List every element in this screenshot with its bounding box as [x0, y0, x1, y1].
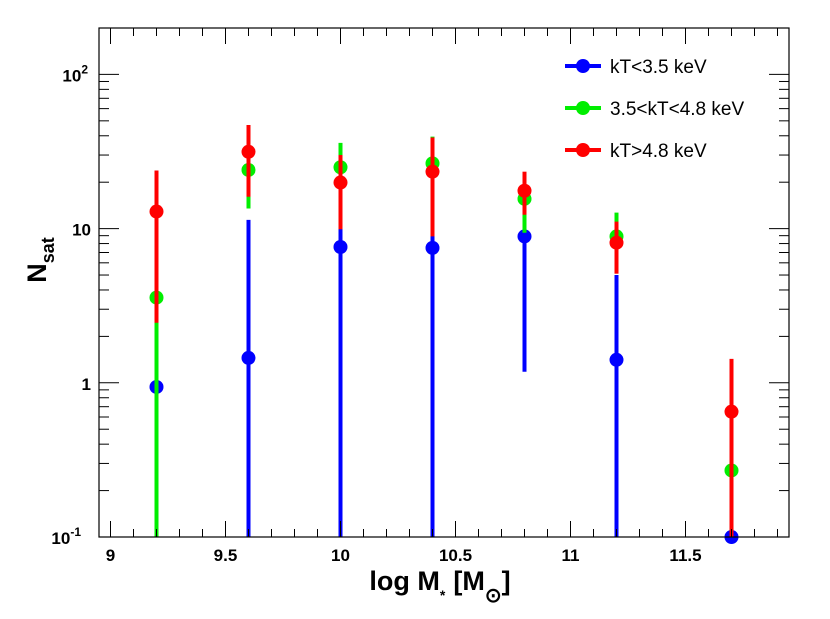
series-2: [149, 124, 739, 537]
data-point: [425, 164, 440, 179]
y-tick-label: 102: [62, 62, 88, 85]
legend: kT<3.5 keV 3.5<kT<4.8 keV kT>4.8 keV: [565, 57, 744, 162]
x-tick-label: 11: [562, 546, 580, 565]
legend-marker: [576, 143, 590, 157]
x-tick-label: 9: [106, 546, 115, 565]
data-point: [149, 204, 164, 219]
data-point: [609, 352, 624, 367]
x-tick-label: 9.5: [214, 546, 238, 565]
legend-label: kT>4.8 keV: [610, 141, 707, 162]
y-axis-label: Nsat: [22, 237, 58, 283]
legend-label: kT<3.5 keV: [610, 57, 707, 78]
x-axis-label: log M* [M⊙]: [369, 566, 510, 607]
data-point: [425, 240, 440, 255]
x-tick-label: 10.5: [439, 546, 472, 565]
plot-frame: [98, 27, 790, 538]
data-point: [517, 183, 532, 198]
data-point: [333, 239, 348, 254]
series-1: [149, 135, 739, 537]
x-tick-label: 10: [331, 546, 350, 565]
data-point: [609, 235, 624, 250]
series-0: [149, 182, 739, 544]
legend-marker: [576, 59, 590, 73]
data-point: [241, 144, 256, 159]
data-point: [333, 175, 348, 190]
legend-marker: [576, 101, 590, 115]
data-point: [241, 350, 256, 365]
x-tick-label: 11.5: [669, 546, 701, 565]
legend-label: 3.5<kT<4.8 keV: [610, 99, 744, 120]
plot-marks: [149, 124, 739, 544]
axis-ticks: 9 9.5 10 10.5 11 11.5 10-1 1 10 102: [51, 27, 789, 565]
y-tick-label: 10: [72, 221, 91, 240]
data-point: [517, 229, 532, 244]
y-tick-label: 10-1: [51, 525, 81, 548]
y-tick-label: 1: [82, 375, 91, 394]
data-point: [724, 404, 739, 419]
